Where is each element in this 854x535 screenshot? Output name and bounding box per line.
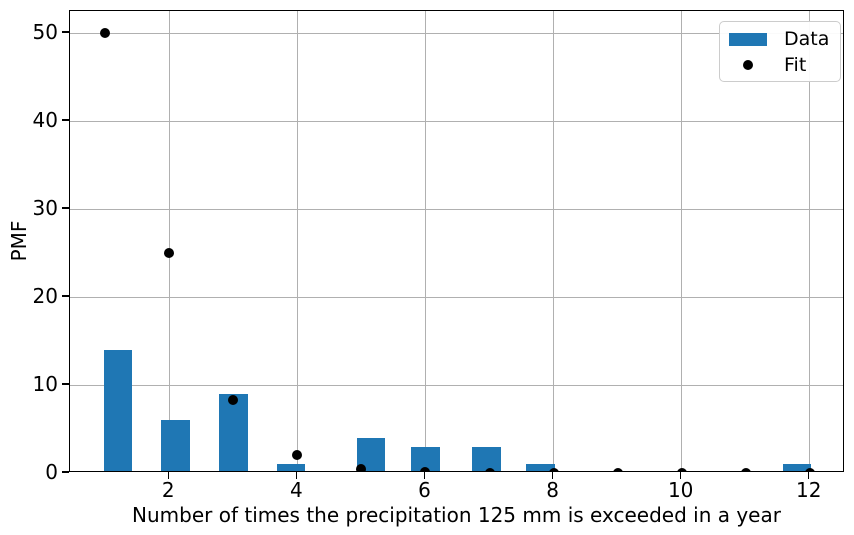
fit-point-x5 <box>356 464 367 471</box>
gridline-x-2 <box>168 11 170 471</box>
x-tick-8 <box>551 472 554 479</box>
x-tick-label-8: 8 <box>546 478 559 502</box>
y-tick-50 <box>62 31 69 33</box>
y-tick-20 <box>62 295 69 297</box>
fit-point-x6 <box>420 467 431 471</box>
gridline-x-8 <box>553 11 555 471</box>
data-series-swatch-box <box>729 32 767 46</box>
y-tick-0 <box>62 471 69 473</box>
x-tick-label-10: 10 <box>667 478 694 502</box>
x-tick-12 <box>808 472 810 479</box>
fit-point-x2 <box>164 248 175 258</box>
fit-point-x7 <box>484 467 495 471</box>
x-tick-6 <box>423 472 426 479</box>
y-tick-40 <box>62 119 69 121</box>
data-bar-x12 <box>782 464 812 471</box>
gridline-x-6 <box>424 11 426 471</box>
legend: Data Fit <box>719 21 841 82</box>
x-tick-label-2: 2 <box>161 478 175 502</box>
fit-point-x9 <box>612 468 623 471</box>
y-tick-label-40: 40 <box>32 108 58 132</box>
gridline-x-4 <box>296 11 298 471</box>
fit-series-swatch-box <box>729 60 767 70</box>
x-tick-label-12: 12 <box>796 478 822 502</box>
legend-label-fit: Fit <box>784 53 807 76</box>
data-bar-x6 <box>411 446 440 471</box>
fit-point-x10 <box>676 468 687 471</box>
fit-point-x1 <box>100 28 111 38</box>
legend-entry-data: Data <box>729 26 840 52</box>
fit-point-x8 <box>548 468 559 471</box>
x-tick-4 <box>295 472 298 479</box>
fit-point-x4 <box>292 449 303 460</box>
fit-point-x11 <box>740 468 751 471</box>
data-bar-x3 <box>218 393 248 471</box>
data-bar-x8 <box>526 464 556 471</box>
y-tick-label-50: 50 <box>32 20 58 44</box>
x-tick-label-6: 6 <box>418 478 431 502</box>
gridline-y-10 <box>70 384 843 386</box>
gridline-y-30 <box>70 208 843 210</box>
plot-area <box>69 10 844 472</box>
y-axis-label: PMF <box>7 220 31 262</box>
data-bar-x2 <box>161 420 191 471</box>
y-tick-30 <box>62 207 69 209</box>
x-tick-2 <box>167 472 169 479</box>
fit-point-x3 <box>228 394 239 405</box>
y-tick-10 <box>62 383 69 385</box>
legend-label-data: Data <box>784 27 830 50</box>
x-tick-10 <box>679 472 682 479</box>
dot-marker-icon <box>743 60 753 70</box>
gridline-y-50 <box>70 32 843 34</box>
legend-entry-fit: Fit <box>729 52 840 78</box>
x-tick-label-4: 4 <box>290 478 303 502</box>
y-tick-label-0: 0 <box>45 460 58 484</box>
gridline-x-12 <box>809 11 811 471</box>
x-axis-label: Number of times the precipitation 125 mm… <box>132 503 781 527</box>
y-tick-label-30: 30 <box>32 196 58 220</box>
y-tick-label-20: 20 <box>32 284 58 308</box>
y-tick-label-10: 10 <box>32 372 58 396</box>
gridline-x-10 <box>681 11 683 471</box>
gridline-y-20 <box>70 296 843 298</box>
fit-point-x12 <box>804 468 815 471</box>
data-bar-x1 <box>103 349 133 471</box>
bar-swatch-icon <box>729 32 767 46</box>
data-bar-x4 <box>276 464 306 471</box>
data-bar-x7 <box>471 446 501 471</box>
gridline-y-40 <box>70 120 843 122</box>
